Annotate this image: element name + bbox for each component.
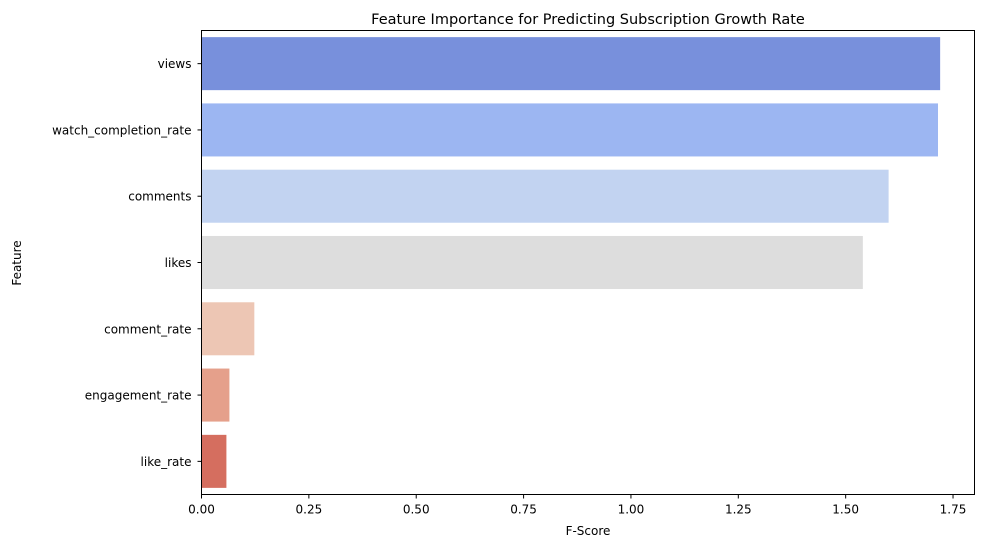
chart-title: Feature Importance for Predicting Subscr… [371, 12, 805, 28]
bar-comments [201, 169, 889, 223]
bar-like-rate [201, 434, 227, 488]
y-tick-label: like_rate [141, 455, 192, 469]
bar-views [201, 37, 941, 91]
y-tick-label: comment_rate [104, 322, 191, 336]
x-tick-label: 1.00 [618, 503, 645, 517]
x-tick-label: 1.25 [725, 503, 752, 517]
y-tick-label: views [158, 57, 192, 71]
plot-frame [201, 30, 975, 495]
bar-likes [201, 235, 863, 290]
x-tick-label: 0.00 [188, 503, 215, 517]
x-axis-ticks: 0.00 0.25 0.50 0.75 1.00 1.25 1.50 1.75 [188, 494, 967, 517]
x-tick-label: 1.75 [940, 503, 967, 517]
y-axis-ticks: views watch_completion_rate comments likes c… [52, 57, 202, 469]
bar-engagement-rate [201, 368, 230, 422]
bar-watch-completion-rate [201, 103, 938, 157]
x-tick-label: 1.50 [832, 503, 859, 517]
y-tick-label: engagement_rate [85, 389, 192, 403]
x-axis-label: F-Score [566, 524, 611, 538]
x-tick-label: 0.50 [403, 503, 430, 517]
y-tick-label: watch_completion_rate [52, 123, 191, 137]
y-tick-label: likes [165, 256, 192, 270]
y-tick-label: comments [128, 190, 191, 204]
x-tick-label: 0.75 [510, 503, 537, 517]
bar-comment-rate [201, 302, 255, 356]
x-tick-label: 0.25 [296, 503, 323, 517]
y-axis-label: Feature [10, 240, 24, 285]
bars-group [201, 37, 941, 488]
